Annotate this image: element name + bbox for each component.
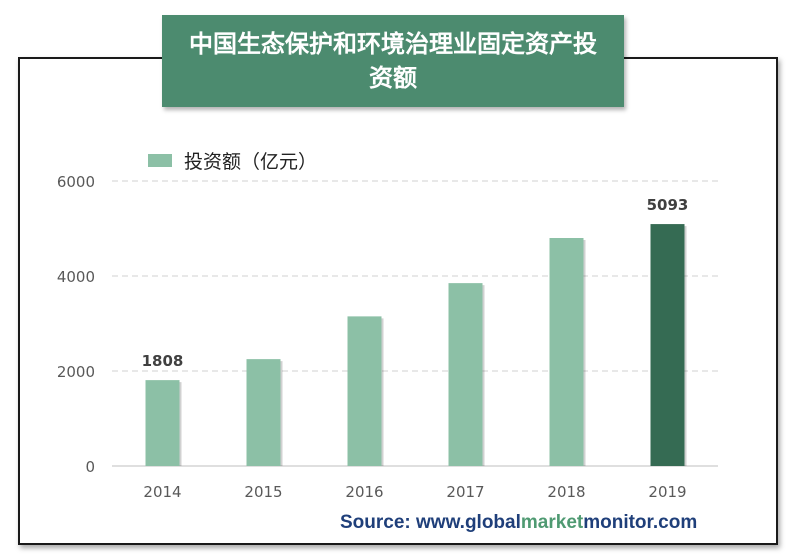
legend-swatch xyxy=(148,154,172,167)
bar xyxy=(448,283,483,466)
x-tick-label: 2015 xyxy=(244,483,282,501)
x-tick-label: 2018 xyxy=(547,483,585,501)
x-tick-label: 2017 xyxy=(446,483,484,501)
x-tick-label: 2016 xyxy=(345,483,383,501)
bar xyxy=(246,359,281,466)
data-label: 1808 xyxy=(142,352,184,370)
bar xyxy=(145,380,180,466)
bar xyxy=(650,224,685,466)
bar xyxy=(347,316,382,466)
source-part-market: market xyxy=(520,512,584,533)
chart-title: 中国生态保护和环境治理业固定资产投资额 xyxy=(189,30,597,92)
y-tick-label: 4000 xyxy=(57,268,95,286)
x-tick-label: 2019 xyxy=(648,483,686,501)
legend: 投资额（亿元） xyxy=(148,147,317,174)
y-tick-label: 0 xyxy=(85,458,95,476)
legend-label: 投资额（亿元） xyxy=(184,151,318,173)
source-credit: Source: www.globalmarketmonitor.com xyxy=(340,512,697,534)
source-part-global: global xyxy=(464,512,521,533)
y-tick-label: 2000 xyxy=(57,363,95,381)
x-tick-label: 2014 xyxy=(143,483,181,501)
source-prefix: Source: www. xyxy=(340,512,465,533)
y-tick-label: 6000 xyxy=(57,173,95,191)
source-part-tld: .com xyxy=(652,512,698,533)
data-label: 5093 xyxy=(647,196,689,214)
source-part-monitor: monitor xyxy=(583,512,653,533)
bar xyxy=(549,238,584,466)
chart-title-box: 中国生态保护和环境治理业固定资产投资额 xyxy=(162,15,624,107)
